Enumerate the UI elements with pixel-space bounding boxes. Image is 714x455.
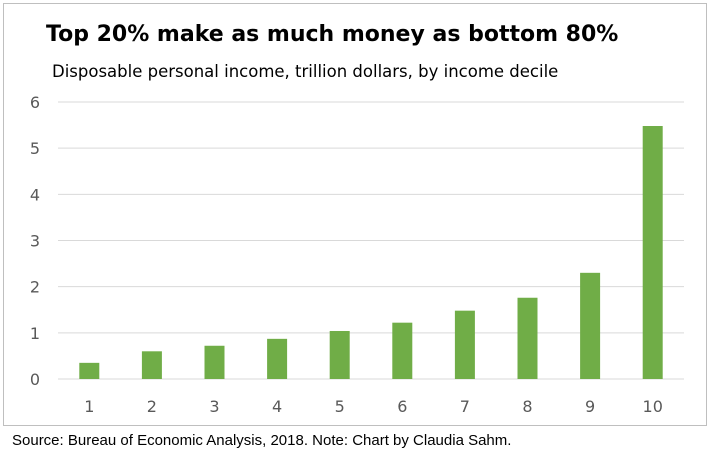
y-tick-label: 1 [30, 324, 40, 343]
x-tick-label: 8 [522, 397, 532, 416]
bar-decile-4 [267, 338, 288, 379]
bar-decile-1 [79, 362, 100, 379]
y-tick-label: 3 [30, 232, 40, 251]
x-tick-label: 2 [147, 397, 157, 416]
y-tick-label: 2 [30, 278, 40, 297]
y-tick-label: 0 [30, 370, 40, 389]
x-tick-label: 3 [209, 397, 219, 416]
bar-decile-7 [454, 310, 475, 379]
bar-decile-6 [392, 322, 413, 379]
x-tick-label: 1 [84, 397, 94, 416]
x-tick-label: 4 [272, 397, 282, 416]
x-tick-label: 6 [397, 397, 407, 416]
source-note: Source: Bureau of Economic Analysis, 201… [12, 432, 512, 449]
bar-decile-3 [204, 345, 225, 379]
y-tick-label: 6 [30, 93, 40, 112]
bar-decile-10 [642, 126, 663, 379]
x-tick-label: 9 [585, 397, 595, 416]
y-tick-label: 5 [30, 139, 40, 158]
bar-decile-8 [517, 297, 538, 379]
x-tick-label: 7 [460, 397, 470, 416]
chart-subtitle: Disposable personal income, trillion dol… [52, 62, 559, 81]
bar-decile-9 [580, 272, 601, 379]
x-tick-label: 10 [643, 397, 663, 416]
chart-title: Top 20% make as much money as bottom 80% [46, 22, 619, 47]
y-tick-label: 4 [30, 185, 40, 204]
bar-decile-5 [329, 330, 350, 379]
x-tick-label: 5 [335, 397, 345, 416]
bar-decile-2 [141, 351, 162, 379]
